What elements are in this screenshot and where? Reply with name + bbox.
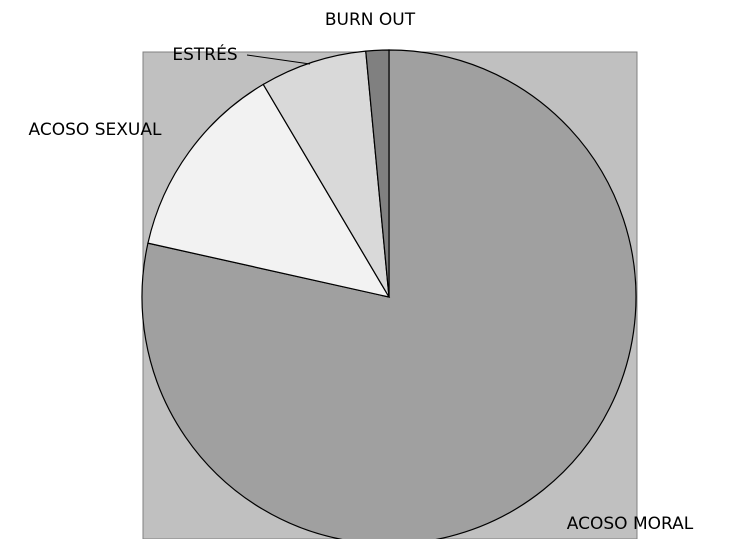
pie-slice [147, 83, 391, 298]
leader-line [246, 54, 311, 65]
slice-label: ESTRÉS [172, 43, 237, 65]
pie-slice [365, 49, 390, 298]
slice-label: BURN OUT [325, 10, 416, 30]
slice-label: ACOSO SEXUAL [29, 120, 162, 140]
slice-label: ACOSO MORAL [567, 514, 694, 534]
pie-slice [262, 50, 390, 298]
